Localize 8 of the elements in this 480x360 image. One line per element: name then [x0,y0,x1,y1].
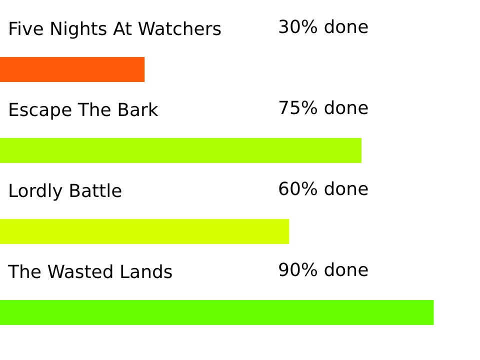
data-label: 60% done [278,179,369,200]
y-tick-label: The Wasted Lands [7,262,173,283]
y-tick-label: Lordly Battle [8,181,122,202]
y-tick-label: Escape The Bark [8,100,159,121]
y-tick-label: Five Nights At Watchers [8,19,222,40]
data-label: 90% done [278,260,369,281]
data-label: 30% done [278,17,369,38]
data-label: 75% done [278,98,369,119]
